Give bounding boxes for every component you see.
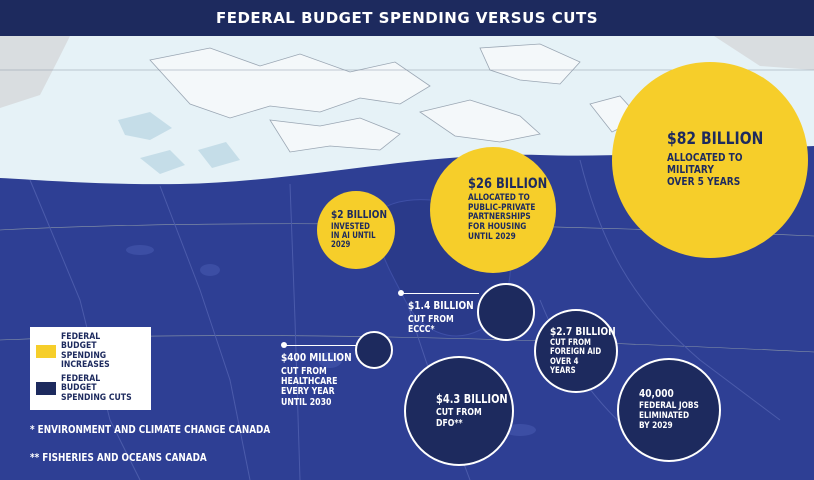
greenland-land [0,36,70,108]
legend-swatch-cut [36,382,56,396]
legend-label: FEDERAL BUDGET SPENDING CUTS [61,373,132,403]
bubble-description: INVESTED IN AI UNTIL 2029 [331,221,376,251]
label-description: CUT FROM HEALTHCARE EVERY YEAR UNTIL 203… [281,365,338,408]
leader-line [401,293,479,294]
bubble-dfo-cut: $4.3 BILLION CUT FROM DFO** [404,356,514,466]
bubble-ai-spending: $2 BILLION INVESTED IN AI UNTIL 2029 [317,191,395,269]
bubble-description: FEDERAL JOBS ELIMINATED BY 2029 [639,400,699,431]
legend-item-cuts: FEDERAL BUDGET SPENDING CUTS [36,373,145,403]
bubble-amount: $2 BILLION [331,208,388,222]
bubble-amount: $4.3 BILLION [436,391,508,406]
label-amount: $400 MILLION [281,351,352,364]
bubble-description: CUT FROM FOREIGN AID OVER 4 YEARS [550,338,602,377]
label-amount: $1.4 BILLION [408,299,474,312]
greenland-land-right [714,36,814,70]
footnote-eccc: * ENVIRONMENT AND CLIMATE CHANGE CANADA [30,424,271,436]
label-description: CUT FROM ECCC* [408,313,454,335]
legend-label: FEDERAL BUDGET SPENDING INCREASES [61,332,110,371]
bubble-healthcare-cut [355,331,393,369]
bubble-description: ALLOCATED TO PUBLIC-PRIVATE PARTNERSHIPS… [468,192,536,243]
ice-patches [118,112,240,174]
bubble-housing-spending: $26 BILLION ALLOCATED TO PUBLIC-PRIVATE … [430,147,556,273]
lakes [126,245,536,436]
bubble-amount: $26 BILLION [468,175,548,192]
page-title: FEDERAL BUDGET SPENDING VERSUS CUTS [215,9,599,27]
bubble-federal-jobs-cut: 40,000 FEDERAL JOBS ELIMINATED BY 2029 [617,358,721,462]
header-bar: FEDERAL BUDGET SPENDING VERSUS CUTS [0,0,814,36]
bubble-foreign-aid-cut: $2.7 BILLION CUT FROM FOREIGN AID OVER 4… [534,309,618,393]
bubble-description: CUT FROM DFO** [436,407,482,429]
bubble-eccc-cut [477,283,535,341]
label-eccc-cut: $1.4 BILLION CUT FROM ECCC* [408,300,488,335]
legend-swatch-increase [36,345,56,359]
legend: FEDERAL BUDGET SPENDING INCREASES FEDERA… [30,327,151,410]
bubble-amount: 40,000 [639,387,674,401]
leader-line [284,345,356,346]
legend-item-increases: FEDERAL BUDGET SPENDING INCREASES [36,332,145,371]
label-healthcare-cut: $400 MILLION CUT FROM HEALTHCARE EVERY Y… [281,352,367,408]
bubble-military-spending: $82 BILLION ALLOCATED TO MILITARY OVER 5… [612,62,808,258]
footnote-dfo: ** FISHERIES AND OCEANS CANADA [30,452,207,464]
bubble-description: ALLOCATED TO MILITARY OVER 5 YEARS [667,151,743,189]
bubble-amount: $2.7 BILLION [550,324,616,338]
bubble-amount: $82 BILLION [667,129,764,150]
